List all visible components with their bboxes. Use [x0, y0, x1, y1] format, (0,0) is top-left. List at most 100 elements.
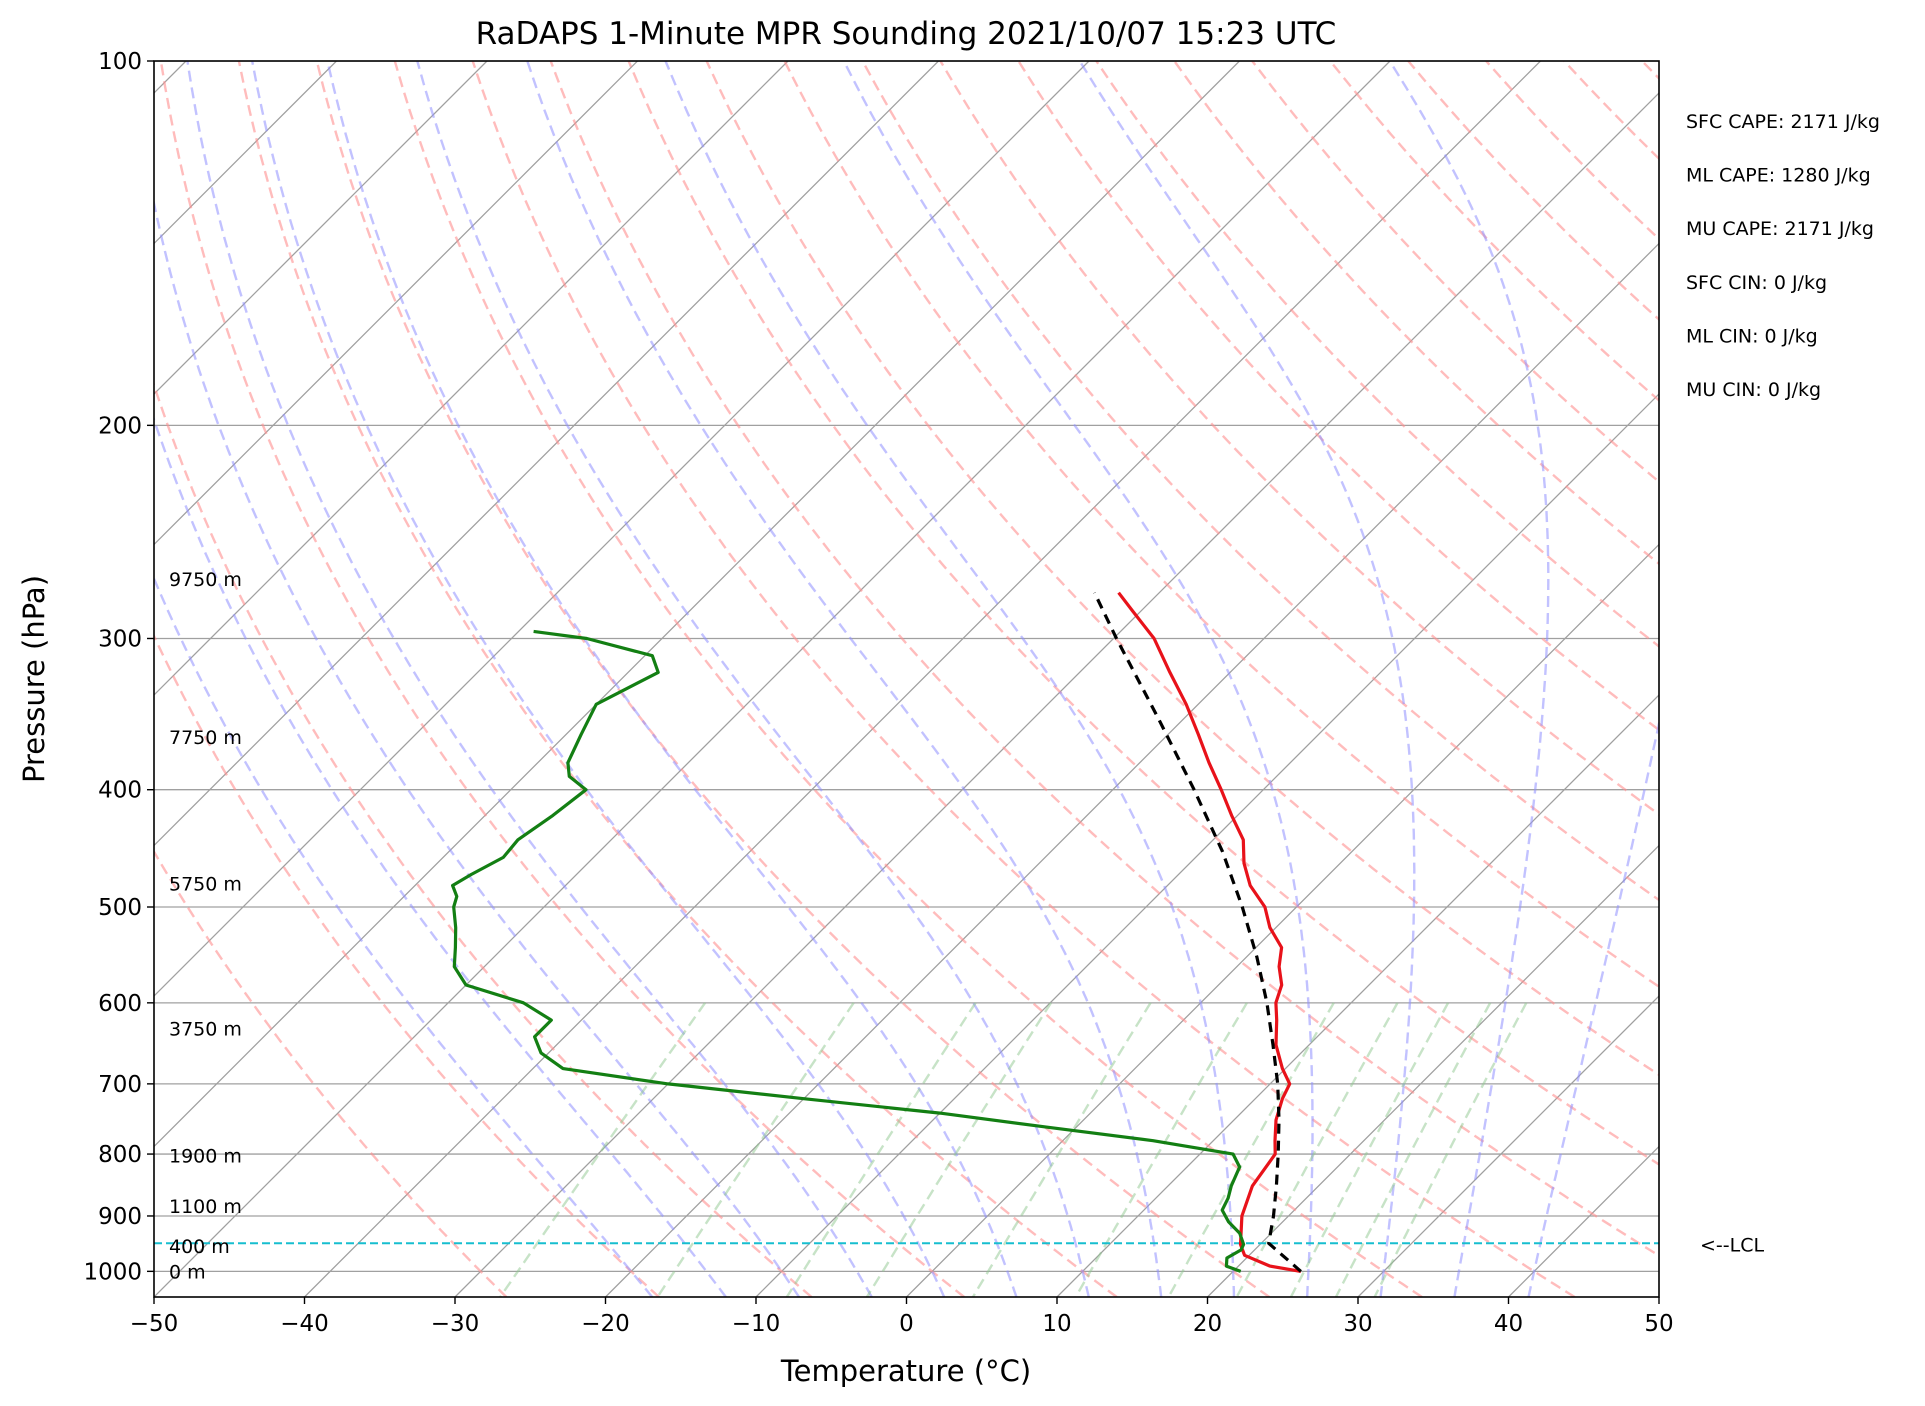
- y-tick-label: 700: [98, 1072, 142, 1098]
- y-tick-label: 200: [98, 413, 142, 439]
- mixing-ratio-line: [1074, 1002, 1248, 1297]
- chart-title: RaDAPS 1-Minute MPR Sounding 2021/10/07 …: [476, 16, 1337, 52]
- dry-adiabat-line: [154, 849, 508, 1297]
- y-tick-label: 800: [98, 1142, 142, 1168]
- isotherm-line: [304, 61, 1541, 1297]
- y-axis-ticks: 100 200 300 400 500 600 700 800 900 1000: [83, 49, 154, 1285]
- y-tick-label: 400: [98, 778, 142, 804]
- dry-adiabat-line: [1095, 61, 1659, 648]
- y-tick-label: 600: [98, 991, 142, 1017]
- stability-index-label: ML CIN: 0 J/kg: [1686, 325, 1818, 347]
- stability-index-label: ML CAPE: 1280 J/kg: [1686, 165, 1871, 187]
- lcl-annotation: <--LCL: [1700, 1234, 1764, 1256]
- isotherm-line: [154, 61, 1240, 1148]
- moist-adiabat-line: [664, 61, 1236, 1297]
- dry-adiabat-line: [705, 61, 1659, 1077]
- temperature-profile-line: [1117, 591, 1302, 1273]
- mixing-ratio-line: [865, 1002, 1053, 1297]
- isotherm-line: [154, 61, 939, 847]
- height-label: 0 m: [169, 1261, 206, 1283]
- dry-adiabat-line: [783, 61, 1659, 989]
- stability-index-label: MU CAPE: 2171 J/kg: [1686, 218, 1874, 240]
- isotherm-line: [1207, 844, 1659, 1297]
- height-label: 400 m: [169, 1236, 230, 1258]
- moist-adiabat-line: [842, 61, 1314, 1297]
- height-labels: 0 m 400 m 1100 m 1900 m 3750 m 5750 m 7750 m 97…: [169, 569, 242, 1283]
- x-tick-label: −20: [581, 1311, 630, 1337]
- moist-adiabat-line: [326, 61, 1018, 1297]
- isotherm-line: [605, 242, 1659, 1297]
- moist-adiabat-line: [251, 61, 946, 1297]
- height-label: 9750 m: [169, 569, 242, 591]
- y-tick-label: 1000: [83, 1259, 142, 1285]
- dry-adiabat-line: [237, 61, 1118, 1297]
- isotherm-line: [1056, 694, 1659, 1297]
- x-tick-label: −30: [431, 1311, 480, 1337]
- x-tick-label: 0: [899, 1311, 914, 1337]
- x-tick-label: −40: [280, 1311, 329, 1337]
- isotherm-line: [154, 61, 1090, 997]
- mixing-ratio-line: [656, 1002, 855, 1297]
- isotherm-line: [154, 61, 488, 395]
- moist-adiabat-line: [1078, 61, 1416, 1297]
- x-tick-label: 20: [1193, 1311, 1222, 1337]
- moist-adiabat-line: [186, 61, 873, 1297]
- x-axis-label: Temperature (°C): [780, 1354, 1031, 1388]
- mixing-ratio-line: [1289, 1002, 1450, 1297]
- y-tick-label: 500: [98, 895, 142, 921]
- height-label: 5750 m: [169, 873, 242, 895]
- isotherm-line: [154, 61, 789, 696]
- height-label: 1900 m: [169, 1145, 242, 1167]
- x-tick-label: −10: [732, 1311, 781, 1337]
- isotherm-line: [1357, 995, 1659, 1297]
- x-tick-label: 40: [1494, 1311, 1523, 1337]
- height-label: 3750 m: [169, 1018, 242, 1040]
- dry-adiabat-line: [627, 61, 1659, 1166]
- height-label: 1100 m: [169, 1196, 242, 1218]
- mixing-ratio-line: [971, 1002, 1152, 1297]
- moist-adiabat-line: [154, 197, 801, 1297]
- parcel-profile-line: [1093, 592, 1302, 1273]
- y-axis-label: Pressure (hPa): [17, 575, 51, 783]
- isotherm-line: [906, 543, 1659, 1297]
- dry-adiabat-line: [471, 61, 1576, 1297]
- moist-adiabat-line: [416, 61, 1090, 1297]
- dewpoint-profile-line: [451, 629, 1246, 1273]
- stability-indices: SFC CAPE: 2171 J/kg ML CAPE: 1280 J/kg MU …: [1686, 111, 1880, 401]
- dry-adiabat-line: [315, 61, 1271, 1297]
- mixing-ratio-line: [1334, 1002, 1492, 1297]
- dry-adiabat-line: [549, 61, 1659, 1258]
- moist-adiabat-line: [1527, 717, 1659, 1297]
- lcl-label: <--LCL: [1700, 1234, 1764, 1256]
- mixing-ratio-line: [1235, 1002, 1399, 1297]
- reference-line-layer: [154, 61, 1659, 1297]
- x-tick-label: −50: [130, 1311, 179, 1337]
- dry-adiabat-line: [154, 633, 660, 1297]
- mixing-ratio-line: [785, 1002, 977, 1297]
- y-tick-label: 300: [98, 626, 142, 652]
- moist-adiabat-line: [154, 575, 654, 1297]
- y-tick-label: 900: [98, 1204, 142, 1230]
- dry-adiabat-line: [154, 381, 813, 1297]
- stability-index-label: SFC CAPE: 2171 J/kg: [1686, 111, 1880, 133]
- x-tick-label: 10: [1042, 1311, 1071, 1337]
- mixing-ratio-line: [499, 1002, 707, 1297]
- stability-index-label: MU CIN: 0 J/kg: [1686, 379, 1821, 401]
- isotherm-line: [454, 92, 1659, 1297]
- x-tick-label: 30: [1343, 1311, 1372, 1337]
- y-tick-label: 100: [98, 49, 142, 75]
- dry-adiabat-line: [939, 61, 1659, 816]
- moist-adiabat-line: [526, 61, 1163, 1297]
- moist-adiabat-line: [1388, 61, 1550, 1297]
- moist-adiabat-line: [154, 415, 727, 1297]
- x-tick-label: 50: [1644, 1311, 1673, 1337]
- isotherm-line: [154, 61, 638, 546]
- height-label: 7750 m: [169, 727, 242, 749]
- dry-adiabat-line: [159, 61, 965, 1297]
- stability-index-label: SFC CIN: 0 J/kg: [1686, 272, 1827, 294]
- sounding-profile-layer: [451, 591, 1302, 1273]
- mixing-ratio-line: [1373, 1002, 1528, 1297]
- isotherm-line: [154, 61, 1391, 1297]
